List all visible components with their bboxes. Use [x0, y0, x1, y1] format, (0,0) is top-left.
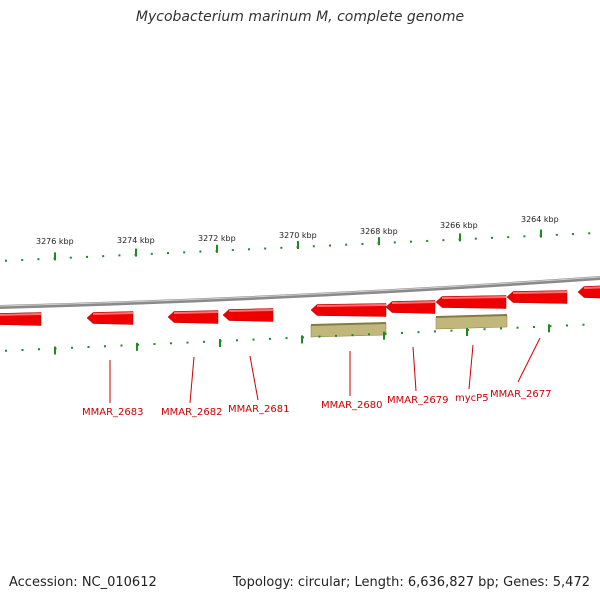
gene-label: MMAR_2683 — [82, 407, 144, 418]
cds-features — [310, 314, 508, 338]
gene-arrow — [577, 285, 600, 299]
scale-label: 3274 kbp — [117, 236, 155, 245]
gene-arrow-shine — [173, 311, 219, 314]
genome-title: Mycobacterium marinum M, complete genome — [135, 9, 465, 25]
inner-scale-ticks — [5, 323, 585, 355]
scale-label: 3272 kbp — [198, 234, 236, 243]
scale-label: 3270 kbp — [279, 231, 317, 240]
scale-label: 3268 kbp — [360, 227, 398, 236]
scale-labels: 3276 kbp 3274 kbp 3272 kbp 3270 kbp 3268 kbp… — [36, 215, 559, 246]
scale-label: 3266 kbp — [440, 221, 478, 230]
genome-backbone — [0, 276, 600, 309]
gene-arrow-shine — [316, 304, 387, 307]
gene-leader-line — [412, 346, 417, 392]
gene-label: MMAR_2682 — [161, 407, 223, 418]
gene-leader-line — [249, 355, 259, 401]
gene-leader-line — [189, 356, 195, 404]
outer-scale-ticks — [5, 229, 591, 262]
gene-arrow-shine — [512, 291, 568, 294]
accession-text: Accession: NC_010612 — [9, 575, 157, 590]
gene-label: mycP5 — [455, 393, 489, 404]
scale-label: 3264 kbp — [521, 215, 559, 224]
gene-arrow-shine — [441, 296, 507, 299]
gene-arrow — [0, 312, 42, 326]
gene-label: MMAR_2680 — [321, 400, 383, 411]
gene-label: MMAR_2679 — [387, 395, 449, 406]
scale-label: 3276 kbp — [36, 237, 74, 246]
genome-summary-text: Topology: circular; Length: 6,636,827 bp… — [232, 575, 590, 590]
backbone-line — [0, 276, 600, 309]
cds-box-edge — [310, 322, 387, 326]
gene-arrow-shine — [92, 312, 134, 315]
gene-leader-line — [468, 344, 474, 390]
cds-box-edge — [435, 314, 508, 318]
gene-arrow-shine — [391, 301, 436, 304]
gene-labels: MMAR_2683 MMAR_2682 MMAR_2681 MMAR_2680 MMAR… — [82, 337, 552, 418]
gene-arrow-shine — [583, 286, 600, 289]
gene-label: MMAR_2681 — [228, 404, 290, 415]
gene-arrow-shine — [228, 309, 274, 312]
gene-arrows — [0, 285, 600, 326]
gene-label: MMAR_2677 — [490, 389, 552, 400]
gene-leader-line — [517, 337, 541, 383]
backbone-highlight — [0, 276, 600, 307]
gene-arrow-shine — [0, 313, 42, 316]
